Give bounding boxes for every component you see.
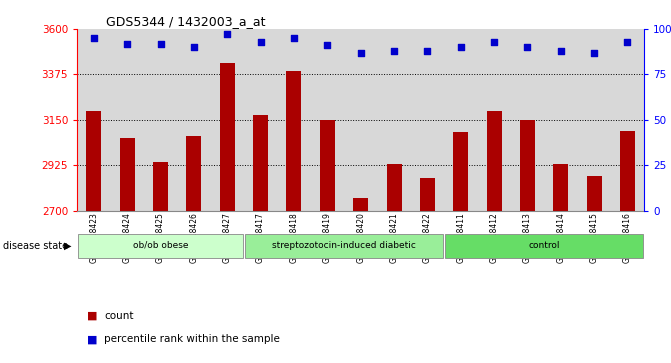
- Point: [389, 48, 399, 54]
- Bar: [578, 29, 611, 211]
- Bar: [611, 29, 644, 211]
- Bar: [344, 29, 377, 211]
- Point: [522, 44, 533, 50]
- Point: [189, 44, 199, 50]
- Bar: [87, 111, 101, 211]
- Bar: [144, 29, 177, 211]
- Bar: [287, 72, 301, 211]
- Point: [356, 50, 366, 56]
- Bar: [219, 63, 235, 211]
- Point: [622, 39, 633, 45]
- Bar: [153, 162, 168, 211]
- Point: [422, 48, 433, 54]
- Text: ■: ■: [87, 311, 101, 321]
- Bar: [253, 115, 268, 211]
- Point: [155, 41, 166, 46]
- Bar: [320, 120, 335, 211]
- Bar: [486, 111, 502, 211]
- Bar: [187, 136, 201, 211]
- Bar: [544, 29, 578, 211]
- Text: ob/ob obese: ob/ob obese: [133, 241, 189, 250]
- Bar: [477, 29, 511, 211]
- Bar: [119, 138, 135, 211]
- Bar: [77, 29, 111, 211]
- Point: [222, 32, 233, 37]
- Text: count: count: [104, 311, 134, 321]
- Bar: [453, 132, 468, 211]
- Point: [556, 48, 566, 54]
- Bar: [444, 29, 477, 211]
- Bar: [244, 29, 277, 211]
- Point: [322, 42, 333, 48]
- Bar: [111, 29, 144, 211]
- Bar: [377, 29, 411, 211]
- Bar: [420, 178, 435, 211]
- Bar: [511, 29, 544, 211]
- Bar: [411, 29, 444, 211]
- Text: GDS5344 / 1432003_a_at: GDS5344 / 1432003_a_at: [105, 15, 265, 28]
- Text: percentile rank within the sample: percentile rank within the sample: [104, 334, 280, 344]
- Text: disease state: disease state: [3, 241, 68, 251]
- Point: [456, 44, 466, 50]
- Point: [122, 41, 133, 46]
- Text: streptozotocin-induced diabetic: streptozotocin-induced diabetic: [272, 241, 416, 250]
- Bar: [554, 164, 568, 211]
- Point: [588, 50, 599, 56]
- Bar: [620, 131, 635, 211]
- Text: ▶: ▶: [64, 241, 72, 251]
- Bar: [211, 29, 244, 211]
- Bar: [79, 234, 243, 258]
- Bar: [277, 29, 311, 211]
- Bar: [586, 176, 602, 211]
- Bar: [446, 234, 643, 258]
- Bar: [311, 29, 344, 211]
- Text: ■: ■: [87, 334, 101, 344]
- Bar: [386, 164, 401, 211]
- Bar: [520, 120, 535, 211]
- Point: [89, 35, 99, 41]
- Point: [289, 35, 299, 41]
- Point: [255, 39, 266, 45]
- Bar: [246, 234, 443, 258]
- Text: control: control: [528, 241, 560, 250]
- Bar: [353, 199, 368, 211]
- Bar: [177, 29, 211, 211]
- Point: [488, 39, 499, 45]
